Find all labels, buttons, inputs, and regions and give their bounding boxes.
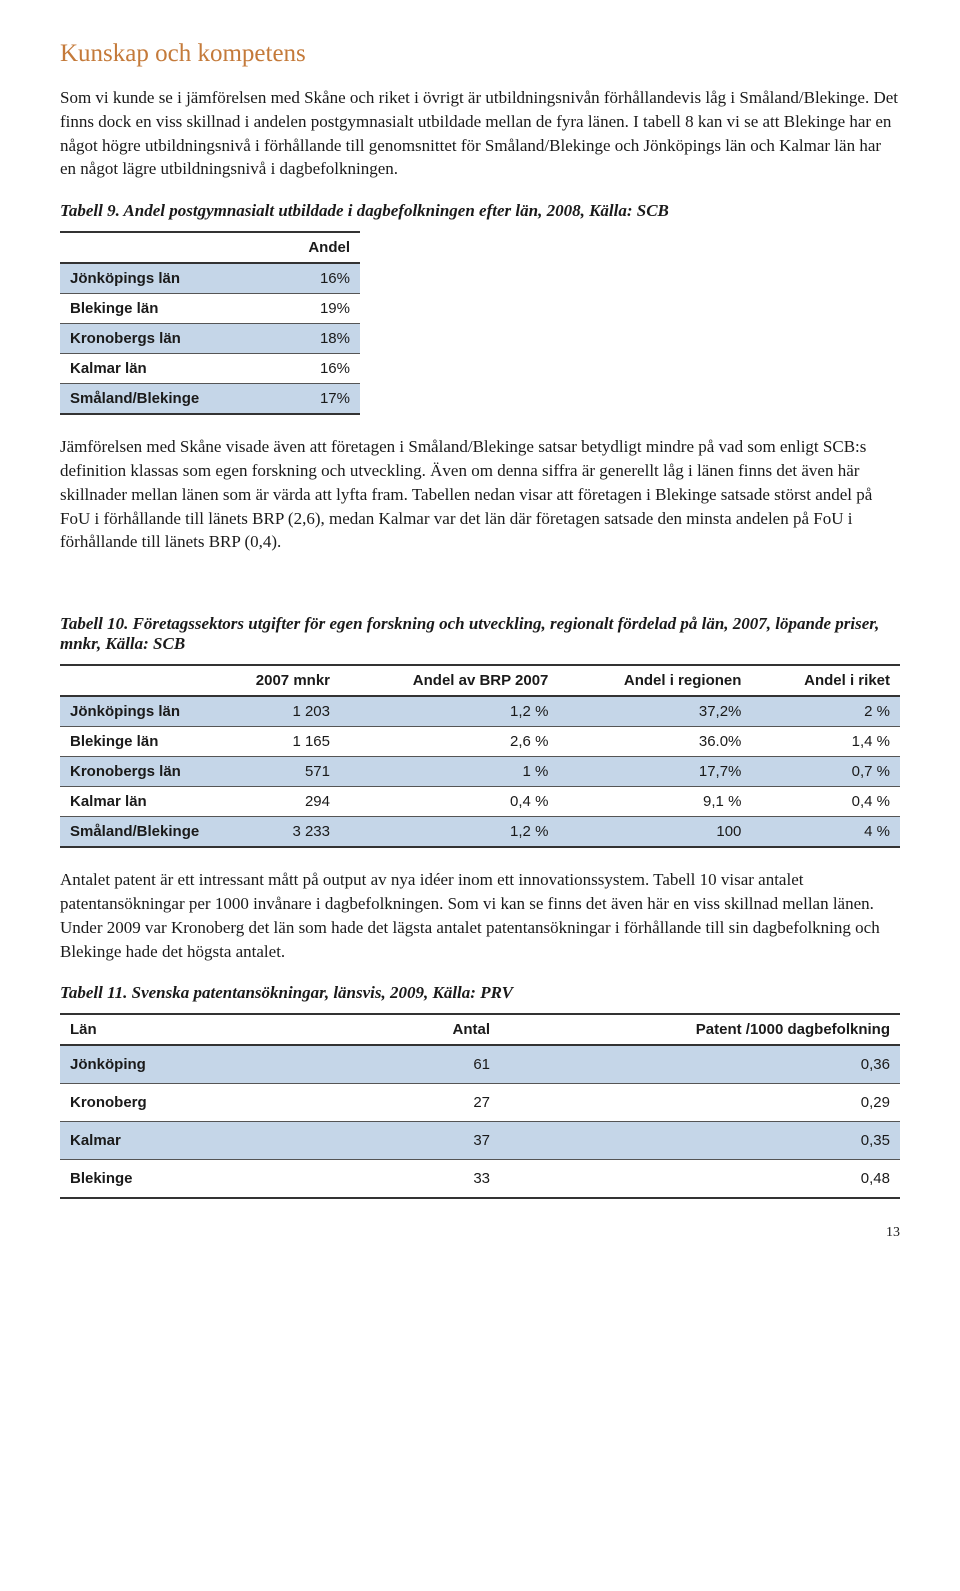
table-header-cell: Andel av BRP 2007 [340,665,558,696]
table-cell: 37 [400,1122,500,1160]
table-cell: Kronobergs län [60,757,230,787]
table9-header-label [60,232,260,263]
table-header-cell: 2007 mnkr [230,665,340,696]
table-cell: Kalmar län [60,787,230,817]
paragraph-3: Antalet patent är ett intressant mått på… [60,868,900,963]
table-header-cell: Andel i riket [751,665,900,696]
table9: Andel Jönköpings län16%Blekinge län19%Kr… [60,231,360,415]
table-row: Jönköpings län16% [60,263,360,294]
table9-header-value: Andel [260,232,360,263]
table-cell: 1 203 [230,696,340,727]
table-cell: 2 % [751,696,900,727]
table-cell: 2,6 % [340,727,558,757]
table-cell: 1 % [340,757,558,787]
table-cell: 0,4 % [340,787,558,817]
table-header-cell: Antal [400,1014,500,1045]
table-header-cell: Län [60,1014,400,1045]
table-cell: 100 [558,817,751,848]
table-cell-label: Småland/Blekinge [60,384,260,415]
table10-body: Jönköpings län1 2031,2 %37,2%2 %Blekinge… [60,696,900,847]
table-cell: 1 165 [230,727,340,757]
table-cell-value: 17% [260,384,360,415]
page-number: 13 [60,1225,900,1241]
table-row: Jönköping610,36 [60,1045,900,1084]
table-cell: 36.0% [558,727,751,757]
table-row: Kronobergs län18% [60,324,360,354]
table-header-cell: Patent /1000 dagbefolkning [500,1014,900,1045]
table-cell-value: 16% [260,354,360,384]
table-cell: Blekinge län [60,727,230,757]
table-cell: 0,4 % [751,787,900,817]
table11: LänAntalPatent /1000 dagbefolkning Jönkö… [60,1013,900,1199]
table-cell-label: Kronobergs län [60,324,260,354]
table-row: Blekinge330,48 [60,1160,900,1199]
table-header-cell: Andel i regionen [558,665,751,696]
table-cell: Blekinge [60,1160,400,1199]
table-cell: 1,4 % [751,727,900,757]
table-cell: 61 [400,1045,500,1084]
table-row: Kalmar län16% [60,354,360,384]
table-cell: Kalmar [60,1122,400,1160]
table-cell: 0,29 [500,1084,900,1122]
table-cell: 571 [230,757,340,787]
table-cell-value: 19% [260,294,360,324]
table-row: Jönköpings län1 2031,2 %37,2%2 % [60,696,900,727]
table-cell: 0,35 [500,1122,900,1160]
table-cell: Jönköping [60,1045,400,1084]
table-cell-label: Jönköpings län [60,263,260,294]
table-row: Kronobergs län5711 %17,7%0,7 % [60,757,900,787]
table11-caption: Tabell 11. Svenska patentansökningar, lä… [60,983,900,1003]
table-row: Kalmar län2940,4 %9,1 %0,4 % [60,787,900,817]
table-cell: 0,48 [500,1160,900,1199]
table-header-cell [60,665,230,696]
table-cell: 0,36 [500,1045,900,1084]
section-title: Kunskap och kompetens [60,40,900,68]
table-cell: 27 [400,1084,500,1122]
table10-caption: Tabell 10. Företagssektors utgifter för … [60,614,900,654]
table-cell: 17,7% [558,757,751,787]
table-cell: 33 [400,1160,500,1199]
table-cell: 9,1 % [558,787,751,817]
table-row: Blekinge län1 1652,6 %36.0%1,4 % [60,727,900,757]
intro-paragraph: Som vi kunde se i jämförelsen med Skåne … [60,86,900,181]
table-cell: 1,2 % [340,817,558,848]
table-cell-value: 18% [260,324,360,354]
table-row: Blekinge län19% [60,294,360,324]
table9-body: Jönköpings län16%Blekinge län19%Kronober… [60,263,360,414]
paragraph-2: Jämförelsen med Skåne visade även att fö… [60,435,900,554]
table-cell-label: Blekinge län [60,294,260,324]
table-cell: Jönköpings län [60,696,230,727]
table-cell: 0,7 % [751,757,900,787]
table-cell: 37,2% [558,696,751,727]
table-row: Kronoberg270,29 [60,1084,900,1122]
table9-caption: Tabell 9. Andel postgymnasialt utbildade… [60,201,900,221]
table-cell: 3 233 [230,817,340,848]
table-cell: 4 % [751,817,900,848]
table-cell-label: Kalmar län [60,354,260,384]
table-row: Småland/Blekinge17% [60,384,360,415]
table-row: Kalmar370,35 [60,1122,900,1160]
table-cell-value: 16% [260,263,360,294]
table-cell: Småland/Blekinge [60,817,230,848]
table-row: Småland/Blekinge3 2331,2 %1004 % [60,817,900,848]
table-cell: 1,2 % [340,696,558,727]
table10: 2007 mnkrAndel av BRP 2007Andel i region… [60,664,900,848]
table-cell: 294 [230,787,340,817]
table11-body: Jönköping610,36Kronoberg270,29Kalmar370,… [60,1045,900,1198]
table-cell: Kronoberg [60,1084,400,1122]
